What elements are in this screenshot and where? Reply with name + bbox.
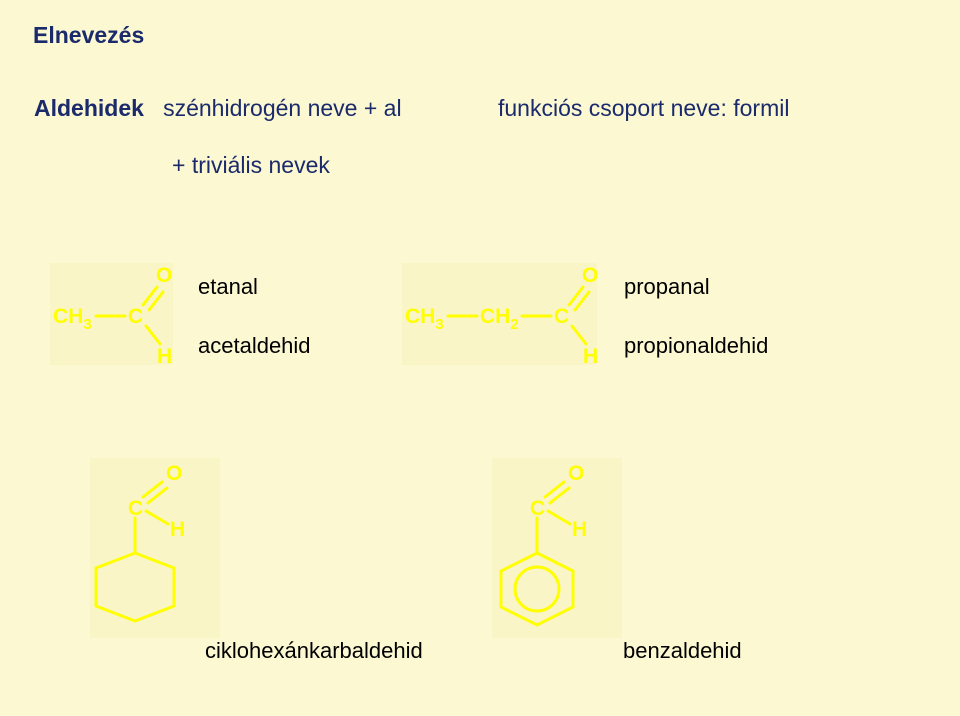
benzaldehyde-structure: C O H <box>492 458 622 638</box>
svg-text:O: O <box>156 264 172 287</box>
svg-text:O: O <box>568 462 584 485</box>
svg-text:H: H <box>583 345 597 365</box>
acetaldehid-name: acetaldehid <box>198 333 311 359</box>
svg-text:C: C <box>128 305 143 328</box>
svg-text:CH3: CH3 <box>405 305 444 333</box>
benzaldehyde-name: benzaldehid <box>623 638 742 664</box>
propanal-name: propanal <box>624 274 710 300</box>
propanal-structure: CH3 CH2 C O H <box>402 263 597 365</box>
svg-text:CH3: CH3 <box>53 305 92 333</box>
propionaldehid-name: propionaldehid <box>624 333 768 359</box>
svg-text:O: O <box>166 462 182 485</box>
cyclohexane-box: C O H <box>90 458 220 638</box>
category-keyword: Aldehidek <box>34 95 144 121</box>
rule-left-text: szénhidrogén neve + al <box>163 95 401 121</box>
svg-text:C: C <box>554 305 569 328</box>
svg-text:H: H <box>157 345 172 365</box>
etanal-box: CH3 C O H <box>50 263 173 365</box>
benzaldehyde-box: C O H <box>492 458 622 638</box>
svg-text:C: C <box>530 497 545 520</box>
rule-left: Aldehidek szénhidrogén neve + al <box>34 95 402 122</box>
svg-text:H: H <box>170 518 185 541</box>
page-title: Elnevezés <box>33 22 144 49</box>
cyclohexane-structure: C O H <box>90 458 220 638</box>
svg-text:CH2: CH2 <box>480 305 519 333</box>
svg-text:O: O <box>582 264 597 287</box>
cyclohexane-name: ciklohexánkarbaldehid <box>205 638 423 664</box>
svg-text:C: C <box>128 497 143 520</box>
etanal-structure: CH3 C O H <box>50 263 173 365</box>
svg-text:H: H <box>572 518 587 541</box>
propanal-box: CH3 CH2 C O H <box>402 263 597 365</box>
etanal-name: etanal <box>198 274 258 300</box>
rule-trivial: + triviális nevek <box>172 152 330 179</box>
rule-right: funkciós csoport neve: formil <box>498 95 789 122</box>
